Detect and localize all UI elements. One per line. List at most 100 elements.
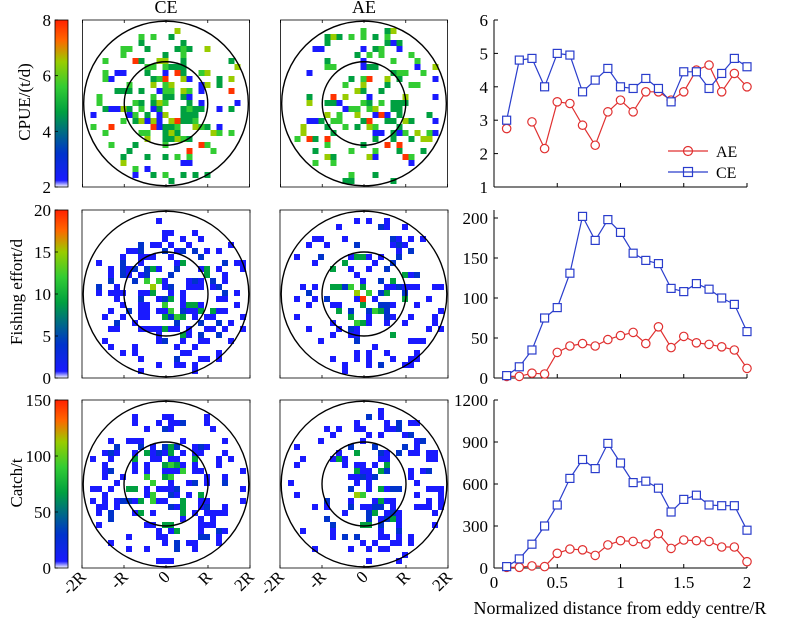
map-cell — [330, 284, 336, 290]
map-cell — [336, 224, 342, 230]
y-tick-label: 0 — [480, 369, 489, 388]
map-cell — [102, 498, 108, 504]
map-cell — [156, 420, 162, 426]
map-cell — [114, 444, 120, 450]
map-cell — [186, 350, 192, 356]
map-cell — [144, 474, 150, 480]
point-ce — [641, 255, 651, 265]
map-cell — [138, 444, 144, 450]
map-cell — [138, 58, 145, 64]
colorbar-0 — [54, 19, 69, 188]
map-cell — [402, 154, 409, 160]
map-cell — [186, 480, 192, 486]
map-cell — [360, 302, 366, 308]
map-cell — [438, 498, 444, 504]
map-cell — [180, 296, 186, 302]
map-cell — [312, 260, 318, 266]
map-cell — [102, 450, 108, 456]
legend-ae-label: AE — [716, 144, 737, 161]
map-cell — [228, 338, 234, 344]
map-cell — [108, 290, 114, 296]
point-ae — [552, 347, 563, 358]
map-cell — [378, 498, 384, 504]
map-cell — [144, 70, 151, 76]
colorbar-tick-label: 2 — [43, 178, 52, 197]
map-cell — [312, 160, 319, 166]
map-cell — [156, 486, 162, 492]
map-cell — [156, 498, 162, 504]
map-cell — [432, 510, 438, 516]
map-cell — [192, 118, 199, 124]
map-cell — [384, 266, 390, 272]
point-ae — [628, 327, 638, 338]
map-cell — [402, 130, 409, 136]
map-cell — [90, 124, 97, 130]
map-cell — [180, 420, 186, 426]
colorbar-tick-label: 20 — [34, 201, 51, 220]
map-cell — [408, 362, 414, 368]
map-cell — [360, 76, 367, 82]
map-cell — [114, 320, 120, 326]
point-ae — [615, 95, 626, 105]
map-cell — [162, 88, 169, 94]
map-cell — [414, 338, 420, 344]
map-cell — [294, 136, 301, 142]
map-cell — [150, 492, 156, 498]
map-cell — [192, 106, 199, 112]
map-cell — [216, 332, 222, 338]
colorbar-tick-label: 8 — [43, 11, 52, 30]
point-ae — [628, 536, 638, 547]
map-cell — [216, 296, 222, 302]
map-cell — [426, 112, 433, 118]
map-cell — [396, 558, 402, 564]
map-cell — [210, 516, 216, 522]
map-cell — [318, 118, 325, 124]
map-cell — [312, 296, 318, 302]
map-cell — [192, 456, 198, 462]
map-cell — [366, 350, 372, 356]
map-cell — [390, 284, 396, 290]
map-cell — [384, 40, 391, 46]
map-cell — [132, 486, 138, 492]
map-cell — [390, 504, 396, 510]
map-cell — [120, 474, 126, 480]
map-cell — [138, 40, 145, 46]
map-cell — [168, 480, 174, 486]
map-cell — [138, 510, 144, 516]
map-cell — [372, 444, 378, 450]
map-cell — [390, 236, 396, 242]
map-cell — [342, 510, 348, 516]
map-cell — [120, 118, 127, 124]
map-cell — [294, 296, 300, 302]
map-cell — [420, 338, 426, 344]
map-cell — [318, 338, 324, 344]
map-cell — [150, 444, 156, 450]
map-cell — [330, 302, 336, 308]
map-cell — [198, 100, 205, 106]
map-cell — [384, 462, 390, 468]
map-cell — [216, 350, 222, 356]
map-cell — [156, 534, 162, 540]
map-cell — [186, 94, 193, 100]
map-cell — [366, 320, 372, 326]
map-cell — [390, 58, 397, 64]
map-cell — [156, 456, 162, 462]
map-cell — [126, 112, 133, 118]
point-ce — [527, 345, 537, 355]
map-cell — [408, 338, 414, 344]
map-cell — [432, 522, 438, 528]
point-ce — [565, 268, 575, 278]
map-cell — [168, 64, 175, 70]
point-ce — [691, 490, 702, 500]
map-cell — [228, 88, 235, 94]
map-cell — [378, 308, 384, 314]
point-ce — [691, 67, 702, 77]
map-cell — [102, 492, 108, 498]
map-cell — [360, 58, 367, 64]
colorbar-tick-label: 50 — [34, 503, 51, 522]
colorbar-tick-label: 0 — [43, 559, 52, 578]
colorbars: 2 4 6 8 0 5 10 15 20 0 50 100 150 — [26, 11, 69, 578]
map-cell — [108, 124, 115, 130]
map-cell — [354, 290, 360, 296]
map-cell — [402, 432, 408, 438]
